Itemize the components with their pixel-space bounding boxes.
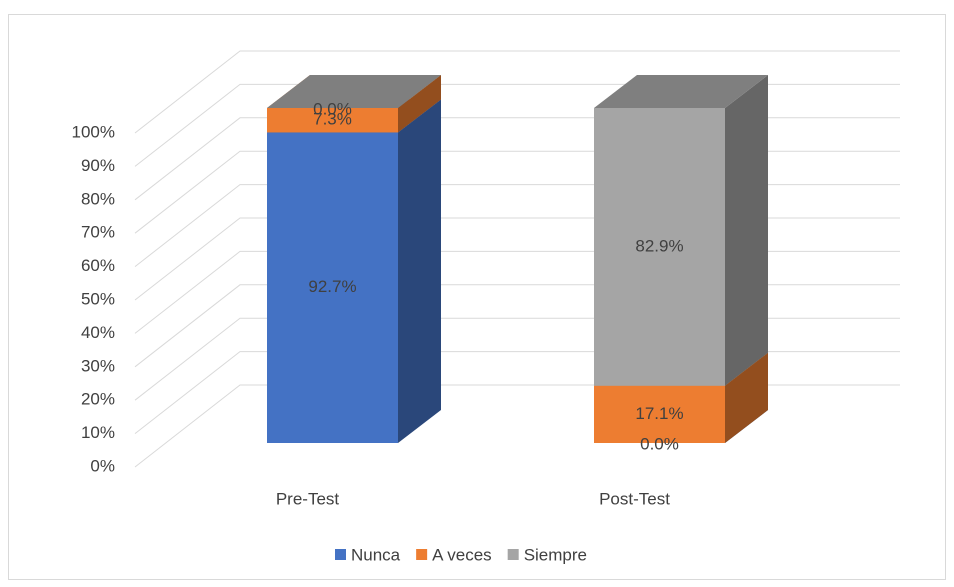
y-tick-label: 0% [90, 456, 115, 475]
bar-top [267, 75, 441, 108]
legend-label: Siempre [524, 545, 587, 564]
legend-label: Nunca [351, 545, 401, 564]
legend-swatch [416, 549, 428, 560]
y-tick-label: 10% [81, 423, 115, 442]
y-tick-label: 100% [72, 122, 115, 141]
data-label: 92.7% [308, 277, 356, 296]
data-label: 0.0% [313, 99, 352, 118]
y-tick-label: 70% [81, 223, 115, 242]
x-tick-label: Post-Test [599, 489, 670, 508]
bar [267, 108, 398, 133]
y-tick-label: 40% [81, 323, 115, 342]
data-label: 7.3% [313, 110, 352, 129]
bar-side [725, 75, 768, 386]
bar-top [594, 75, 768, 108]
data-label: 17.1% [635, 404, 683, 423]
bar-side [398, 99, 441, 443]
bar [267, 132, 398, 443]
y-tick-label: 30% [81, 356, 115, 375]
y-tick-label: 50% [81, 289, 115, 308]
bar-side [725, 352, 768, 443]
bar [594, 108, 725, 386]
data-label: 0.0% [640, 434, 679, 453]
y-tick-label: 20% [81, 390, 115, 409]
data-label: 82.9% [635, 236, 683, 255]
legend-swatch [335, 549, 346, 560]
legend-swatch [507, 549, 519, 560]
bar [594, 385, 725, 443]
bar-side [398, 75, 441, 133]
grid-line [134, 50, 900, 134]
legend-label: A veces [432, 545, 492, 564]
y-tick-label: 80% [81, 189, 115, 208]
y-tick-label: 60% [81, 256, 115, 275]
y-tick-label: 90% [81, 156, 115, 175]
x-tick-label: Pre-Test [276, 489, 340, 508]
chart-frame [8, 14, 946, 580]
